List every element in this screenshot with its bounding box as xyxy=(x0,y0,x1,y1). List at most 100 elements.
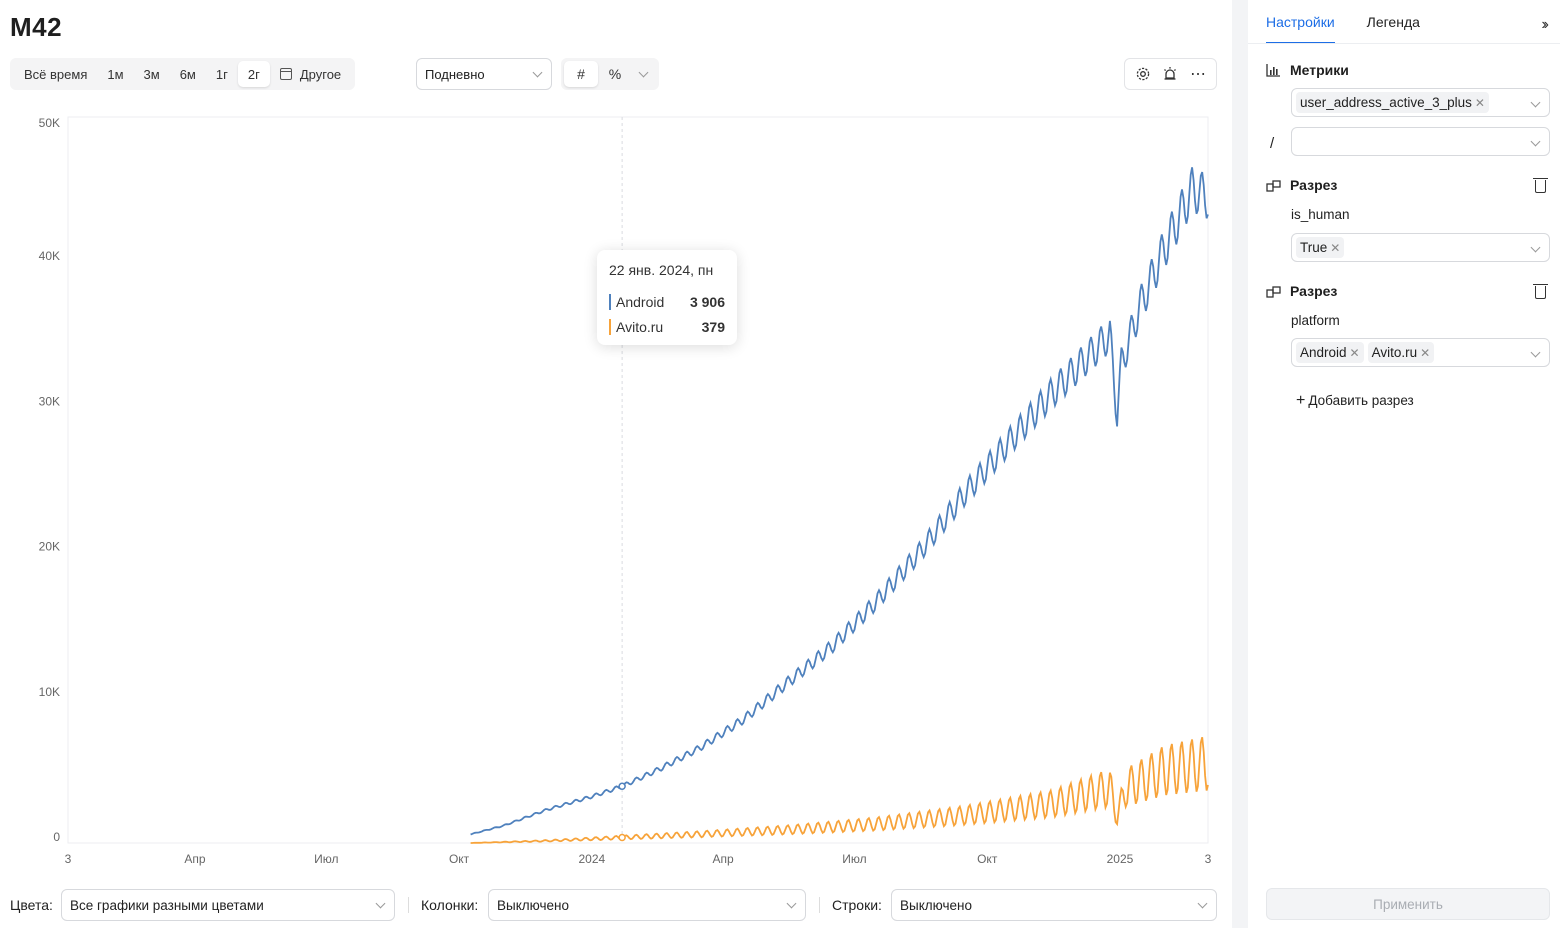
rows-select[interactable]: Выключено xyxy=(891,889,1217,921)
trash-icon[interactable] xyxy=(1533,284,1548,299)
x-tick-label: Апр xyxy=(184,852,206,866)
slice-values-select[interactable]: Android ✕ Avito.ru ✕ xyxy=(1291,338,1550,367)
apply-button[interactable]: Применить xyxy=(1266,888,1550,920)
calendar-icon xyxy=(279,68,292,80)
rows-label: Строки: xyxy=(832,897,882,913)
bar-chart-icon xyxy=(1266,63,1282,77)
range-all-button[interactable]: Всё время xyxy=(24,66,88,82)
series-line xyxy=(470,167,1209,836)
divider xyxy=(819,897,820,913)
gear-icon[interactable] xyxy=(1132,63,1154,85)
range-3m-button[interactable]: 3м xyxy=(143,66,160,82)
slice-values-select[interactable]: True ✕ xyxy=(1291,233,1550,262)
tab-settings[interactable]: Настройки xyxy=(1266,0,1335,44)
tabs-underline xyxy=(1248,43,1560,44)
x-tick-label: Окт xyxy=(977,852,998,866)
custom-range-button[interactable]: Другое xyxy=(270,61,351,87)
plus-icon: + xyxy=(1296,392,1306,409)
metric-chip: user_address_active_3_plus ✕ xyxy=(1296,92,1489,113)
colors-label: Цвета: xyxy=(10,897,53,913)
close-icon[interactable]: ✕ xyxy=(1420,345,1431,360)
granularity-select[interactable]: Подневно xyxy=(416,58,552,90)
denominator-select[interactable] xyxy=(1291,127,1550,156)
toolbar: Всё время 1м 3м 6м 1г 2г Другое xyxy=(10,58,356,90)
value-chip: Avito.ru ✕ xyxy=(1367,342,1435,363)
slice-field-name: platform xyxy=(1291,313,1340,328)
range-selector: Всё время 1м 3м 6м 1г 2г Другое xyxy=(10,58,356,90)
chevron-down-icon xyxy=(375,898,386,909)
metric-select[interactable]: user_address_active_3_plus ✕ xyxy=(1291,88,1550,117)
hover-point xyxy=(618,782,626,791)
close-icon[interactable]: ✕ xyxy=(1474,95,1485,110)
granularity-value: Подневно xyxy=(425,66,485,82)
colors-select[interactable]: Все графики разными цветами xyxy=(61,889,395,921)
chevron-down-icon xyxy=(1530,242,1541,253)
y-tick-label: 10K xyxy=(39,685,60,699)
tooltip-series-label: Avito.ru xyxy=(616,318,664,335)
y-tick-label: 20K xyxy=(39,540,60,554)
slice-section-title: Разрез xyxy=(1266,283,1337,299)
slice-field-name: is_human xyxy=(1291,207,1350,222)
close-icon[interactable]: ✕ xyxy=(1349,345,1360,360)
series-color-marker xyxy=(609,293,611,310)
tooltip-series-label: Android xyxy=(616,293,665,310)
tooltip-series-value: 379 xyxy=(701,318,725,335)
colors-value: Все графики разными цветами xyxy=(70,897,264,913)
x-tick-label: Окт xyxy=(449,852,470,866)
series-color-marker xyxy=(609,318,611,335)
tooltip-row: Android 3 906 xyxy=(609,289,725,314)
range-2y-button[interactable]: 2г xyxy=(237,61,270,87)
range-1m-button[interactable]: 1м xyxy=(107,66,124,82)
columns-select[interactable]: Выключено xyxy=(488,889,806,921)
y-tick-label: 50K xyxy=(39,116,60,130)
x-tick-label: 2024 xyxy=(578,852,605,866)
add-slice-button[interactable]: + Добавить разрез xyxy=(1296,392,1414,409)
custom-range-label: Другое xyxy=(299,66,342,82)
format-percent-button[interactable]: % xyxy=(608,66,622,82)
range-6m-button[interactable]: 6м xyxy=(179,66,196,82)
page-title: M42 xyxy=(10,12,63,42)
main-panel: M42 Всё время 1м 3м 6м 1г 2г Другое Подн… xyxy=(0,12,1232,921)
chart-tooltip: 22 янв. 2024, пн Android 3 906 Avito.ru … xyxy=(597,250,737,345)
slice-icon xyxy=(1266,178,1282,192)
divide-symbol: / xyxy=(1270,135,1275,152)
value-chip: True ✕ xyxy=(1296,237,1345,258)
slice-icon xyxy=(1266,284,1282,298)
trash-icon[interactable] xyxy=(1533,178,1548,193)
chevron-down-icon xyxy=(532,67,543,78)
panel-tabs: Настройки Легенда xyxy=(1266,0,1452,44)
x-tick-label: Апр xyxy=(713,852,735,866)
value-chip: Android ✕ xyxy=(1296,342,1364,363)
range-1y-button[interactable]: 1г xyxy=(215,66,228,82)
chevron-down-icon xyxy=(1197,898,1208,909)
close-icon[interactable]: ✕ xyxy=(1330,240,1341,255)
line-chart: 0 10K 20K 30K 40K 50K 3 Апр Июл Окт 2024 Апр Июл Окт 2… xyxy=(39,116,1212,866)
more-icon[interactable]: ⋯ xyxy=(1190,66,1207,83)
divider xyxy=(408,897,409,913)
tooltip-date: 22 янв. 2024, пн xyxy=(609,262,714,278)
tooltip-row: Avito.ru 379 xyxy=(609,314,725,339)
chevron-down-icon xyxy=(1530,97,1541,108)
series-line xyxy=(470,736,1209,844)
x-tick-label: 3 xyxy=(65,852,72,866)
panel-divider xyxy=(1232,0,1248,928)
chart-footer: Цвета: Все графики разными цветами Колон… xyxy=(10,889,1220,921)
settings-panel: Настройки Легенда ›› Метрики user_addres… xyxy=(1248,0,1560,928)
y-tick-label: 40K xyxy=(39,249,60,263)
columns-value: Выключено xyxy=(497,897,569,913)
x-tick-label: Июл xyxy=(842,852,866,866)
chart-area: 0 10K 20K 30K 40K 50K 3 Апр Июл Окт 2024 Апр Июл Окт 2… xyxy=(0,100,1232,880)
tab-legend[interactable]: Легенда xyxy=(1366,14,1420,30)
chevron-down-icon xyxy=(1530,136,1541,147)
chevron-down-icon[interactable] xyxy=(638,67,649,77)
format-number-button[interactable]: # xyxy=(564,61,598,87)
tooltip-series-value: 3 906 xyxy=(689,293,725,310)
metrics-section-title: Метрики xyxy=(1266,62,1349,78)
collapse-panel-icon[interactable]: ›› xyxy=(1541,16,1548,33)
alert-icon[interactable] xyxy=(1159,63,1181,85)
chart-actions: ⋯ xyxy=(1124,58,1217,90)
columns-label: Колонки: xyxy=(421,897,479,913)
y-tick-label: 30K xyxy=(39,394,60,408)
chevron-down-icon xyxy=(1530,347,1541,358)
slice-section-title: Разрез xyxy=(1266,177,1337,193)
